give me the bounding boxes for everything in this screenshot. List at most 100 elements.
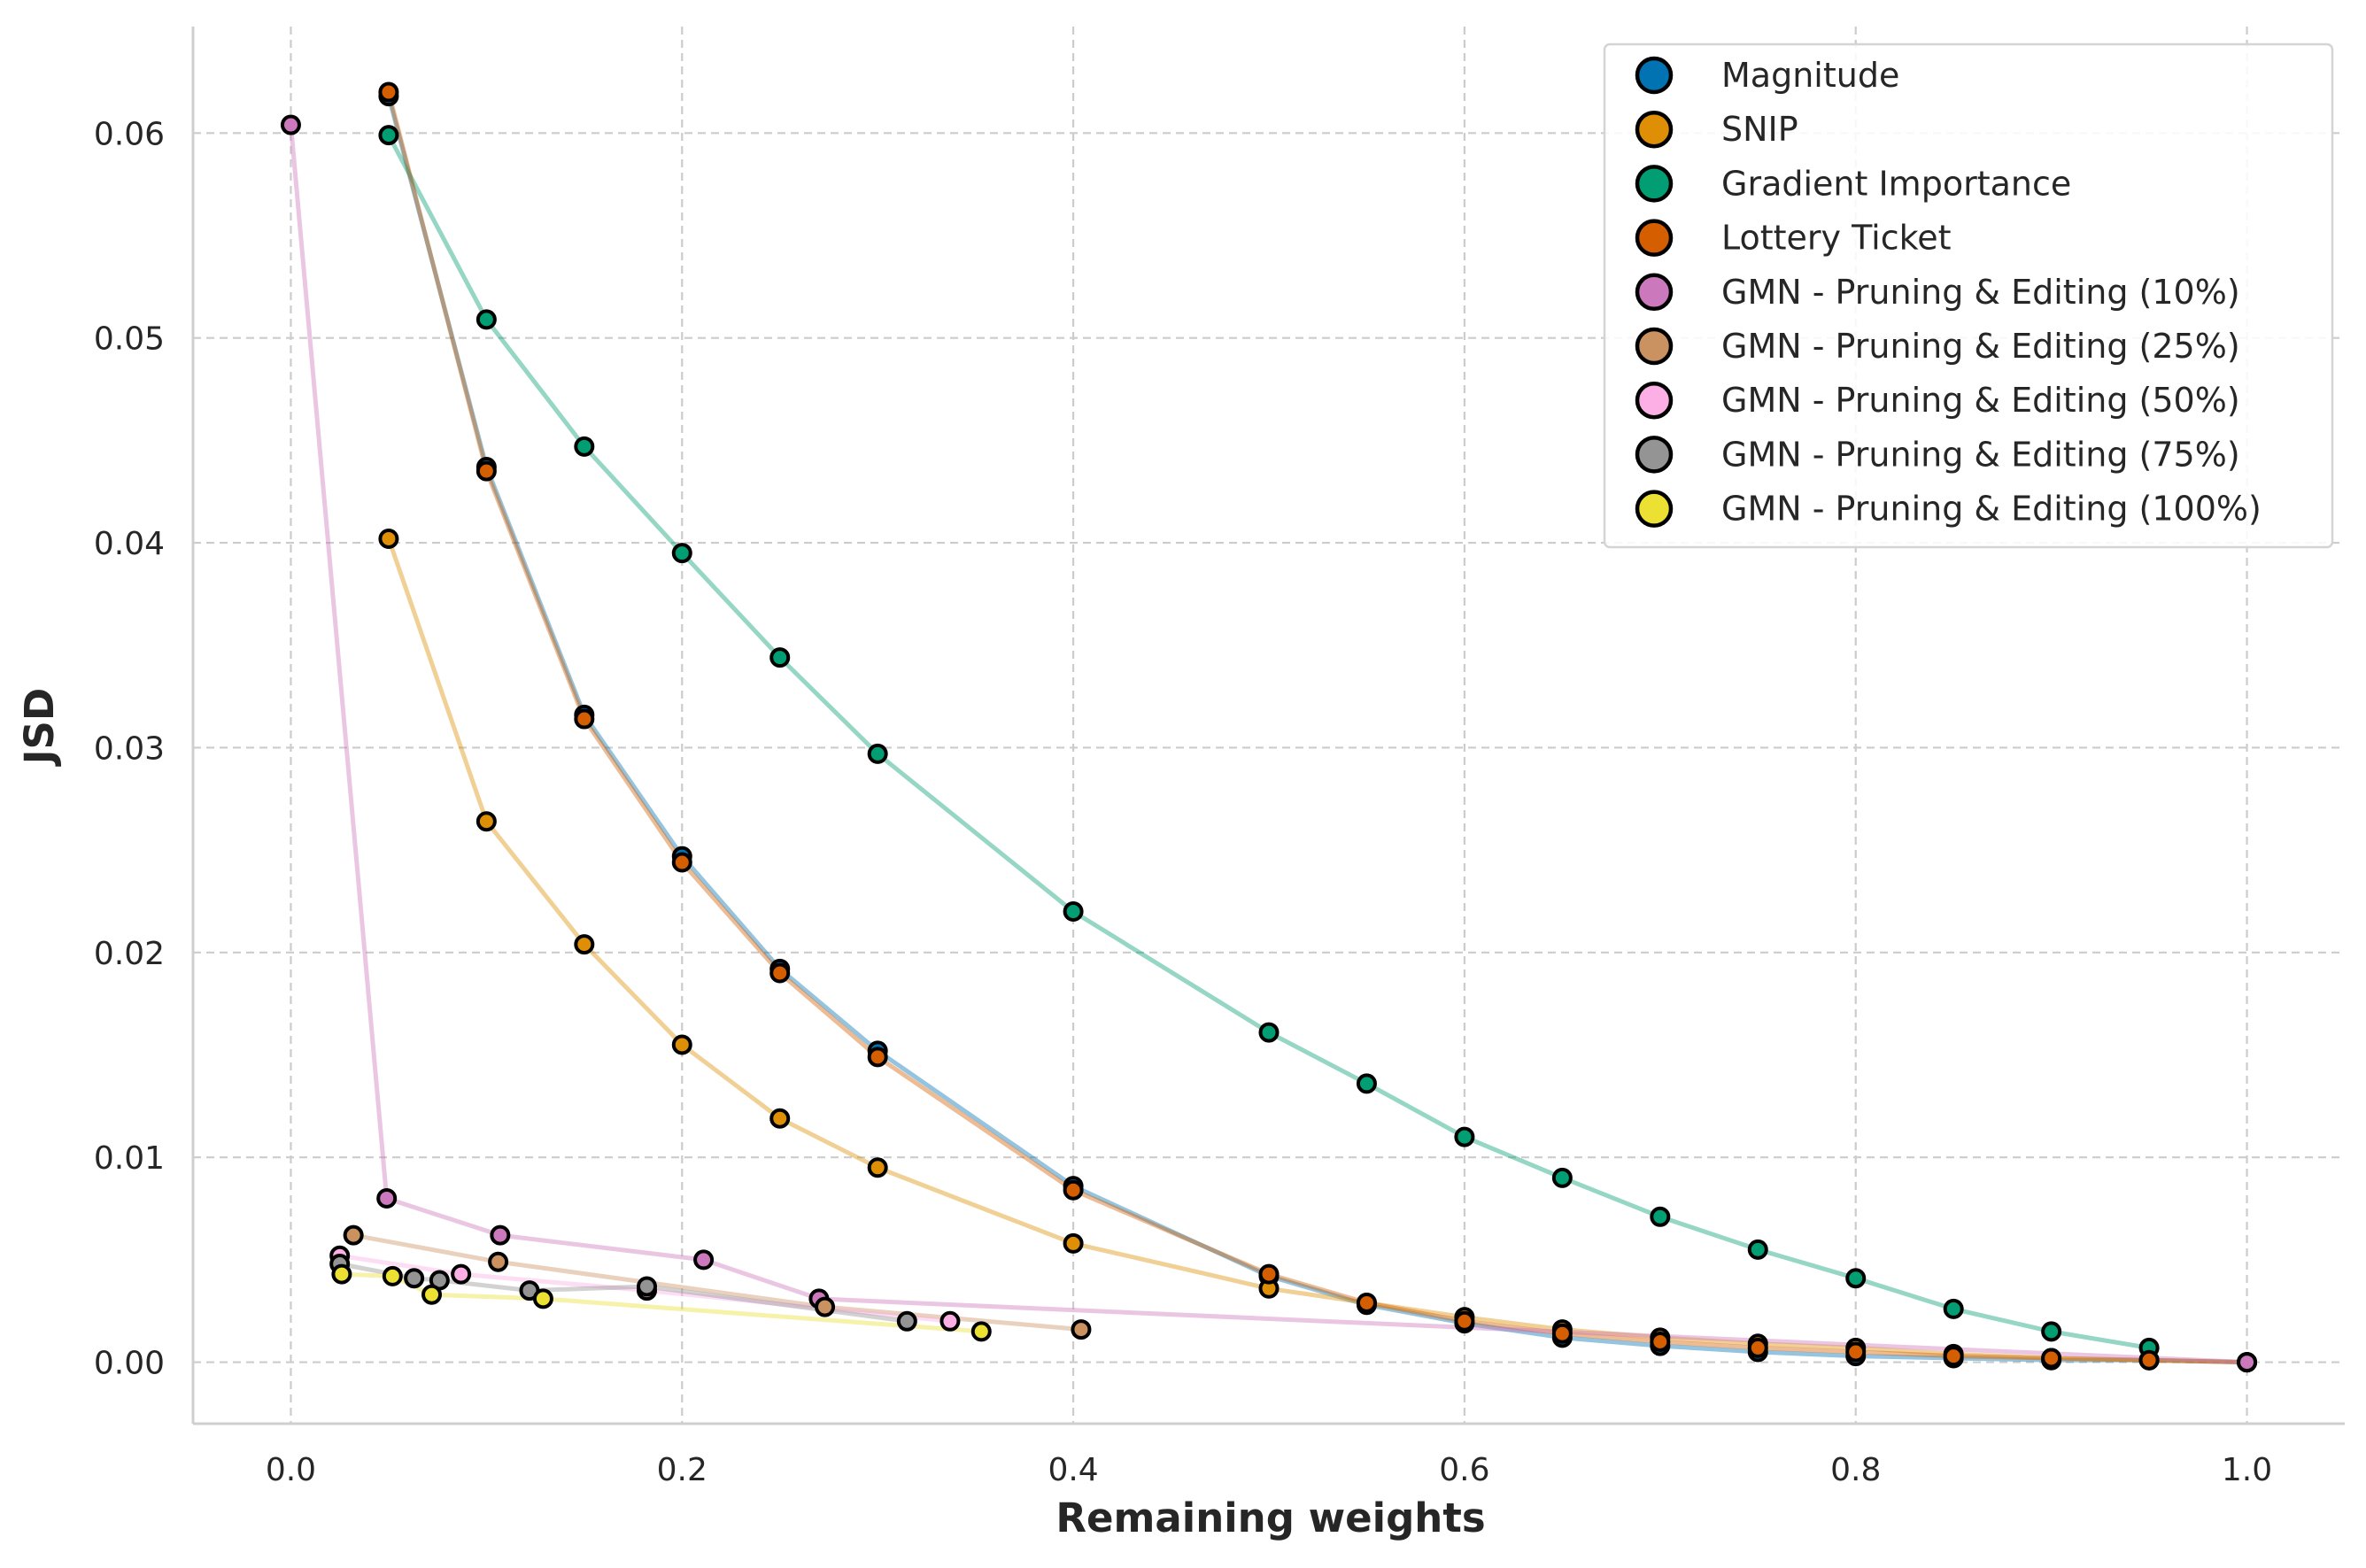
legend-marker-1 bbox=[1635, 56, 1674, 95]
series-3-point bbox=[1943, 1298, 1964, 1319]
series-line-5 bbox=[289, 124, 2247, 1365]
legend-label-3: Gradient Importance bbox=[1721, 164, 2071, 203]
series-4-point bbox=[671, 852, 692, 873]
legend-label-9: GMN - Pruning & Editing (100%) bbox=[1721, 490, 2262, 529]
legend-marker-2 bbox=[1635, 110, 1674, 149]
legend-marker-4 bbox=[1635, 219, 1674, 257]
series-8-point bbox=[896, 1310, 917, 1332]
series-2-point bbox=[574, 934, 595, 955]
series-4-point bbox=[2041, 1348, 2062, 1369]
series-2-point bbox=[769, 1108, 791, 1129]
series-2-point bbox=[476, 811, 497, 832]
series-4-point bbox=[769, 962, 791, 984]
series-3-point bbox=[1063, 901, 1084, 923]
y-tick-label: 0.04 bbox=[94, 526, 165, 562]
x-tick-label: 0.0 bbox=[266, 1452, 316, 1488]
legend: Magnitude SNIP Gradient Importance Lottery … bbox=[1603, 42, 2334, 549]
x-tick-label: 0.6 bbox=[1439, 1452, 1489, 1488]
series-4-point bbox=[1356, 1292, 1377, 1313]
series-4-point bbox=[378, 81, 399, 103]
series-4-point bbox=[574, 708, 595, 730]
legend-marker-5 bbox=[1635, 273, 1674, 312]
series-3-point bbox=[1258, 1022, 1280, 1043]
y-axis-label: JSD bbox=[16, 688, 63, 768]
series-3-point bbox=[1454, 1126, 1475, 1147]
legend-box bbox=[1603, 42, 2334, 549]
x-tick-label: 0.2 bbox=[657, 1452, 707, 1488]
series-2-point bbox=[671, 1034, 692, 1055]
series-7-point bbox=[451, 1263, 472, 1285]
series-3-point bbox=[378, 125, 399, 146]
series-4-point bbox=[1845, 1341, 1867, 1363]
legend-marker-9 bbox=[1635, 490, 1674, 528]
series-3-point bbox=[769, 647, 791, 668]
series-7-point bbox=[939, 1310, 961, 1332]
series-2-point bbox=[1063, 1232, 1084, 1254]
series-3-point bbox=[574, 436, 595, 457]
y-tick-label: 0.06 bbox=[94, 116, 165, 152]
series-3-point bbox=[1845, 1268, 1867, 1289]
series-6-point bbox=[1071, 1319, 1092, 1340]
series-line-1 bbox=[386, 96, 2247, 1365]
series-4-point bbox=[1650, 1331, 1671, 1352]
series-5-point bbox=[376, 1187, 398, 1209]
series-9-point bbox=[970, 1321, 992, 1342]
series-6-point bbox=[488, 1251, 509, 1272]
legend-marker-3 bbox=[1635, 165, 1674, 203]
series-3-point bbox=[867, 743, 888, 764]
legend-label-5: GMN - Pruning & Editing (10%) bbox=[1721, 273, 2240, 312]
series-3-point bbox=[476, 309, 497, 330]
series-5-point bbox=[693, 1249, 715, 1271]
series-4-point bbox=[1747, 1337, 1768, 1358]
series-2-point bbox=[378, 528, 399, 549]
x-tick-label: 1.0 bbox=[2222, 1452, 2272, 1488]
series-3-point bbox=[1747, 1239, 1768, 1260]
series-line-4 bbox=[386, 91, 2247, 1365]
series-5-point bbox=[280, 114, 301, 135]
series-4-point bbox=[1454, 1310, 1475, 1332]
series-9-point bbox=[382, 1265, 403, 1286]
series-9-point bbox=[331, 1263, 352, 1285]
legend-label-7: GMN - Pruning & Editing (50%) bbox=[1721, 381, 2240, 420]
series-8-point bbox=[637, 1276, 658, 1297]
series-3-point bbox=[1551, 1167, 1573, 1188]
legend-label-8: GMN - Pruning & Editing (75%) bbox=[1721, 435, 2240, 474]
legend-label-6: GMN - Pruning & Editing (25%) bbox=[1721, 327, 2240, 366]
series-4-point bbox=[1258, 1263, 1280, 1285]
y-tick-label: 0.00 bbox=[94, 1346, 165, 1382]
series-9-point bbox=[532, 1288, 553, 1309]
series-9-point bbox=[421, 1284, 443, 1305]
legend-marker-7 bbox=[1635, 381, 1674, 420]
series-5-point bbox=[2237, 1352, 2258, 1373]
series-line-2 bbox=[386, 537, 2247, 1365]
series-3-point bbox=[671, 543, 692, 564]
series-4-point bbox=[1063, 1179, 1084, 1201]
series-4-point bbox=[2138, 1349, 2160, 1371]
series-3-point bbox=[2041, 1321, 2062, 1342]
series-4-point bbox=[867, 1047, 888, 1068]
series-2-point bbox=[867, 1157, 888, 1178]
series-3-point bbox=[1650, 1206, 1671, 1227]
series-5-point bbox=[490, 1224, 511, 1246]
y-tick-label: 0.01 bbox=[94, 1140, 165, 1177]
legend-label-1: Magnitude bbox=[1721, 56, 1899, 95]
tick-labels: 0.0 0.2 0.4 0.6 0.8 1.0 0.00 0.01 0.02 0.03 0.04 0.… bbox=[94, 116, 2272, 1488]
series-points bbox=[280, 81, 2258, 1373]
series-6-point bbox=[343, 1224, 364, 1246]
series-6-point bbox=[815, 1296, 836, 1317]
axes-spines bbox=[191, 27, 2345, 1425]
series-4-point bbox=[476, 460, 497, 482]
x-tick-label: 0.4 bbox=[1048, 1452, 1098, 1488]
series-8-point bbox=[404, 1268, 425, 1289]
y-tick-label: 0.03 bbox=[94, 730, 165, 767]
y-tick-label: 0.05 bbox=[94, 321, 165, 358]
series-4-point bbox=[1551, 1323, 1573, 1344]
series-3-point bbox=[1356, 1073, 1377, 1094]
x-axis-label: Remaining weights bbox=[1055, 1495, 1485, 1541]
legend-marker-6 bbox=[1635, 327, 1674, 366]
y-tick-label: 0.02 bbox=[94, 936, 165, 972]
legend-label-4: Lottery Ticket bbox=[1721, 219, 1952, 258]
legend-label-2: SNIP bbox=[1721, 110, 1798, 149]
series-4-point bbox=[1943, 1346, 1964, 1367]
